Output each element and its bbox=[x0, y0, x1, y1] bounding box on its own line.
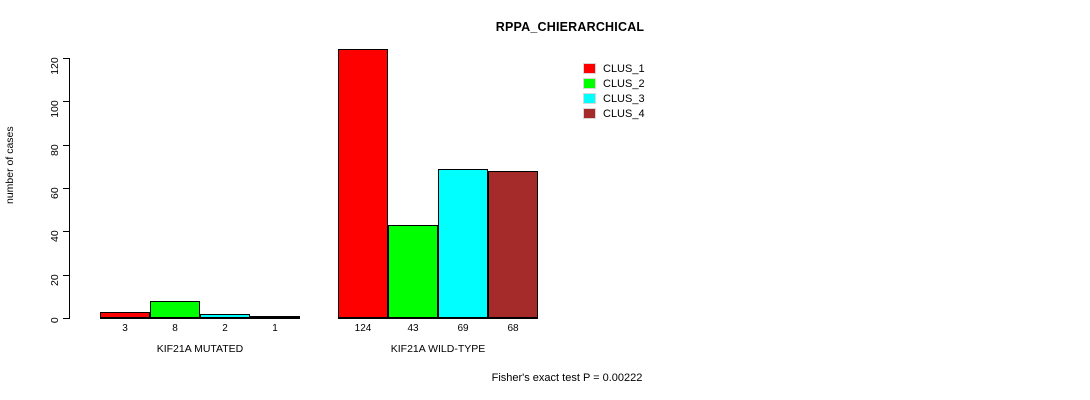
y-axis-tick-label: 0 bbox=[48, 317, 61, 324]
bar-value-label: 43 bbox=[407, 323, 419, 334]
y-axis-title: number of cases bbox=[4, 126, 16, 204]
bar-clus_4-mutated[interactable] bbox=[250, 315, 300, 318]
chart-title-text: RPPA_CHIERARCHICAL bbox=[495, 20, 645, 34]
y-axis-tick-label: 60 bbox=[48, 187, 61, 199]
bar-clus_4-wildtype[interactable] bbox=[488, 170, 538, 318]
bar-clus_3-mutated[interactable] bbox=[200, 313, 250, 318]
y-axis-tick bbox=[63, 318, 69, 319]
bar-value-label: 1 bbox=[272, 323, 278, 334]
y-axis-tick bbox=[63, 188, 69, 189]
legend-item-clus_1[interactable]: CLUS_1 bbox=[583, 61, 645, 76]
statistical-annotation-text: Fisher's exact test P = 0.00222 bbox=[491, 372, 643, 384]
bar-value-label: 69 bbox=[457, 323, 469, 334]
y-axis-tick bbox=[63, 144, 69, 146]
y-axis-tick-label: 20 bbox=[48, 273, 61, 286]
y-axis-tick-label: 80 bbox=[48, 143, 61, 156]
legend-swatch-icon bbox=[583, 63, 596, 74]
y-axis-tick-label: 40 bbox=[48, 230, 61, 243]
legend-label: CLUS_2 bbox=[603, 77, 645, 90]
legend-swatch-icon bbox=[583, 108, 596, 119]
bar-clus_2-mutated[interactable] bbox=[150, 300, 200, 318]
legend-swatch-icon bbox=[583, 93, 596, 104]
bar-clus_1-mutated[interactable] bbox=[100, 311, 150, 318]
legend-item-clus_2[interactable]: CLUS_2 bbox=[583, 76, 645, 91]
legend: CLUS_1 CLUS_2 CLUS_3 CLUS_4 bbox=[583, 61, 645, 121]
bar-clus_1-wildtype[interactable] bbox=[338, 49, 388, 318]
bar-value-label: 68 bbox=[507, 323, 519, 334]
legend-label: CLUS_3 bbox=[603, 92, 645, 105]
legend-item-clus_3[interactable]: CLUS_3 bbox=[583, 91, 645, 106]
bar-value-label: 8 bbox=[172, 323, 178, 334]
y-axis-tick bbox=[63, 231, 69, 233]
statistical-annotation: Fisher's exact test P = 0.00222 bbox=[0, 372, 1090, 384]
y-axis-tick bbox=[63, 58, 69, 59]
group-label-mutated: KIF21A MUTATED bbox=[156, 343, 244, 355]
bar-clus_2-wildtype[interactable] bbox=[388, 224, 438, 318]
bar-clus_3-wildtype[interactable] bbox=[438, 168, 488, 318]
group-label-wildtype: KIF21A WILD-TYPE bbox=[390, 343, 486, 355]
legend-item-clus_4[interactable]: CLUS_4 bbox=[583, 106, 645, 121]
y-axis-tick bbox=[63, 101, 69, 103]
legend-label: CLUS_4 bbox=[603, 107, 645, 120]
bar-value-label: 2 bbox=[222, 323, 228, 334]
y-axis-tick bbox=[63, 274, 69, 276]
group-baseline bbox=[100, 318, 300, 319]
y-axis-line bbox=[69, 58, 70, 319]
group-baseline bbox=[338, 318, 538, 319]
bar-value-label: 3 bbox=[122, 323, 128, 334]
chart-title: RPPA_CHIERARCHICAL bbox=[0, 20, 1090, 34]
legend-swatch-icon bbox=[583, 78, 596, 89]
bar-value-label: 124 bbox=[354, 323, 372, 334]
legend-label: CLUS_1 bbox=[603, 62, 645, 75]
y-axis-tick-label: 120 bbox=[48, 57, 61, 75]
y-axis-tick-label: 100 bbox=[48, 100, 61, 119]
